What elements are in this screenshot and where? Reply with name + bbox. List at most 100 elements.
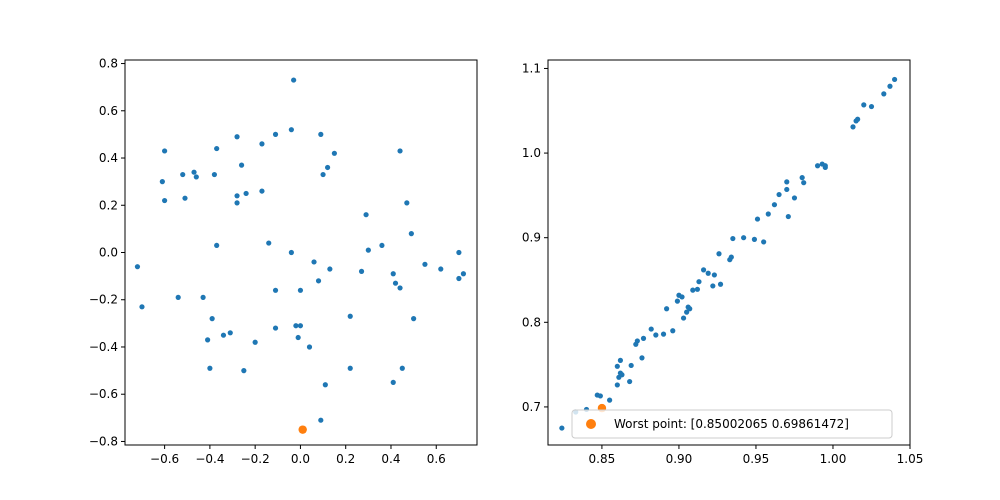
left-data-point — [259, 141, 265, 147]
left-data-point — [297, 323, 304, 329]
left-x-tick-label: −0.2 — [241, 452, 270, 466]
left-x-tick-label: 0.6 — [427, 452, 446, 466]
right-data-point — [648, 326, 654, 332]
left-data-point — [191, 169, 197, 175]
right-data-point — [814, 163, 821, 169]
right-data-point — [716, 251, 722, 257]
left-data-point — [379, 242, 385, 249]
left-data-point — [411, 316, 417, 322]
right-y-tick-label: 1.0 — [522, 146, 541, 160]
left-data-point — [404, 200, 410, 206]
left-data-point — [456, 249, 462, 256]
right-data-point — [784, 186, 790, 193]
left-data-point — [322, 382, 328, 388]
left-scatter-points — [134, 77, 467, 434]
right-data-point — [822, 163, 828, 169]
right-y-tick-label: 0.7 — [522, 400, 541, 414]
left-scatter-axes: −0.6 −0.4 −0.2 0.0 0.2 0.4 0.6 −0.8−0.6−0.4−0.… — [89, 57, 478, 466]
right-data-point — [761, 239, 767, 245]
left-data-point — [234, 134, 240, 140]
left-data-point — [390, 379, 396, 386]
right-data-point — [694, 286, 701, 292]
right-data-point — [640, 335, 647, 341]
right-data-point — [791, 195, 798, 201]
right-data-point — [711, 272, 717, 278]
left-y-tick-label: 0.0 — [99, 246, 118, 260]
left-data-point — [272, 287, 279, 293]
right-data-point — [728, 254, 734, 260]
right-data-point — [705, 270, 711, 276]
left-y-tick-label: −0.4 — [89, 340, 118, 354]
right-x-tick-label: 0.90 — [666, 452, 693, 466]
right-data-point — [784, 179, 790, 185]
left-data-point — [241, 368, 247, 374]
legend-box — [571, 409, 893, 439]
right-data-point — [696, 279, 702, 285]
left-data-point — [243, 190, 249, 197]
left-data-point — [182, 195, 188, 201]
left-data-point — [234, 200, 240, 206]
right-data-point — [617, 357, 624, 363]
left-data-point — [238, 162, 245, 168]
left-data-point — [327, 266, 333, 272]
left-data-point — [288, 127, 294, 133]
right-data-point — [639, 355, 645, 361]
right-data-point — [687, 306, 693, 312]
left-data-point — [320, 171, 326, 178]
left-worst-point — [298, 425, 307, 434]
right-data-point — [799, 175, 805, 181]
right-x-tick-label: 0.95 — [743, 452, 770, 466]
right-data-point — [887, 83, 893, 89]
right-y-ticks: 0.7 0.8 0.9 1.0 1.1 — [522, 61, 548, 414]
left-data-point — [390, 271, 396, 277]
left-data-point — [295, 334, 301, 341]
right-scatter-axes: 0.85 0.90 0.95 1.00 1.05 0.7 0.8 0.9 1.0 1.1 Wor… — [522, 59, 923, 466]
left-data-point — [293, 323, 299, 329]
right-data-point — [653, 332, 659, 338]
right-data-point — [684, 309, 690, 315]
left-x-tick-label: −0.4 — [195, 452, 224, 466]
right-data-point — [559, 425, 565, 431]
left-y-tick-label: 0.4 — [99, 151, 118, 165]
left-data-point — [331, 150, 337, 156]
right-x-tick-label: 1.00 — [820, 452, 847, 466]
right-data-point — [785, 213, 791, 220]
right-data-point — [776, 191, 782, 198]
left-data-point — [205, 337, 211, 343]
left-data-point — [180, 171, 186, 178]
right-data-point — [690, 287, 696, 293]
left-data-point — [456, 275, 462, 282]
left-data-point — [207, 365, 213, 371]
left-data-point — [318, 131, 324, 137]
left-data-point — [162, 148, 168, 154]
right-data-point — [627, 378, 633, 385]
right-data-point — [660, 331, 667, 337]
left-y-tick-label: 0.2 — [99, 198, 118, 212]
right-data-point — [679, 294, 685, 300]
left-data-point — [259, 188, 265, 194]
right-data-point — [710, 283, 716, 289]
right-axes-frame — [547, 59, 911, 446]
right-data-point — [730, 235, 736, 242]
left-data-point — [193, 174, 199, 180]
right-data-point — [801, 180, 807, 186]
right-data-point — [628, 362, 634, 369]
left-data-point — [438, 266, 444, 272]
left-data-point — [297, 287, 304, 293]
right-data-point — [614, 382, 620, 388]
right-data-point — [881, 91, 887, 97]
left-data-point — [347, 365, 353, 371]
left-y-tick-label: −0.6 — [89, 387, 118, 401]
right-y-tick-label: 0.8 — [522, 315, 541, 329]
left-data-point — [288, 249, 294, 256]
left-x-tick-label: 0.0 — [291, 452, 310, 466]
legend-marker — [586, 419, 596, 429]
left-data-point — [399, 365, 405, 371]
left-data-point — [306, 344, 313, 350]
left-y-tick-label: 0.6 — [99, 104, 118, 118]
right-data-point — [741, 235, 747, 241]
right-data-point — [597, 393, 603, 399]
left-data-point — [234, 193, 240, 199]
right-data-point — [771, 202, 778, 208]
